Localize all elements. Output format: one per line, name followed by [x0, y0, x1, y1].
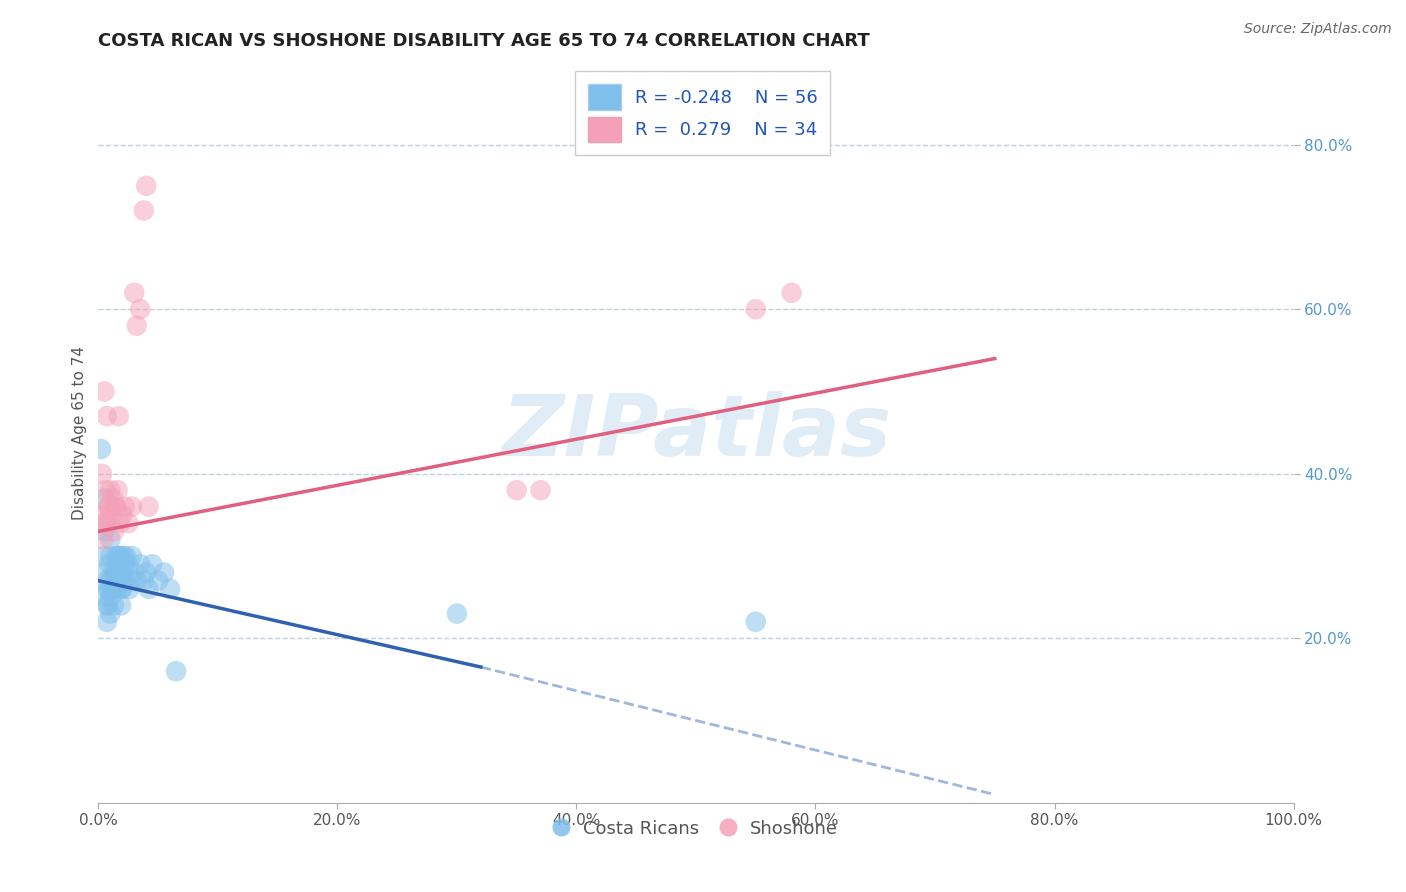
Point: [93, 384, 115, 399]
Point: [96, 409, 118, 424]
Point: [98, 516, 121, 530]
Point: [104, 500, 127, 514]
Point: [118, 582, 141, 596]
Point: [114, 558, 136, 572]
Point: [96, 599, 118, 613]
Point: [124, 285, 146, 300]
Point: [121, 500, 143, 514]
Point: [120, 574, 142, 588]
Point: [103, 524, 125, 539]
Point: [107, 549, 129, 563]
Point: [138, 500, 160, 514]
Point: [94, 566, 117, 580]
Point: [98, 533, 122, 547]
Point: [101, 566, 124, 580]
Point: [103, 599, 125, 613]
Point: [101, 491, 124, 506]
Point: [93, 491, 115, 506]
Point: [165, 664, 187, 678]
Point: [101, 582, 124, 596]
Point: [125, 318, 148, 333]
Point: [114, 500, 136, 514]
Point: [100, 508, 122, 522]
Point: [107, 574, 129, 588]
Point: [97, 599, 120, 613]
Point: [112, 549, 135, 563]
Point: [98, 558, 121, 572]
Point: [446, 607, 468, 621]
Text: COSTA RICAN VS SHOSHONE DISABILITY AGE 65 TO 74 CORRELATION CHART: COSTA RICAN VS SHOSHONE DISABILITY AGE 6…: [98, 32, 870, 50]
Point: [135, 566, 157, 580]
Point: [132, 574, 155, 588]
Text: ZIPatlas: ZIPatlas: [501, 391, 891, 475]
Point: [97, 582, 120, 596]
Point: [153, 566, 176, 580]
Point: [91, 467, 114, 481]
Point: [98, 549, 122, 563]
Point: [111, 582, 134, 596]
Point: [115, 549, 138, 563]
Point: [94, 483, 117, 498]
Point: [96, 574, 118, 588]
Point: [90, 442, 112, 456]
Point: [98, 590, 122, 604]
Point: [117, 516, 139, 530]
Point: [108, 549, 131, 563]
Point: [108, 566, 131, 580]
Point: [104, 566, 127, 580]
Point: [105, 549, 128, 563]
Point: [98, 574, 122, 588]
Point: [94, 516, 117, 530]
Point: [121, 549, 143, 563]
Point: [98, 483, 122, 498]
Point: [96, 615, 118, 629]
Legend: Costa Ricans, Shoshone: Costa Ricans, Shoshone: [547, 813, 845, 846]
Point: [97, 500, 120, 514]
Point: [129, 302, 152, 317]
Point: [745, 615, 768, 629]
Point: [132, 203, 155, 218]
Point: [90, 516, 112, 530]
Point: [107, 558, 129, 572]
Point: [98, 607, 122, 621]
Point: [107, 409, 129, 424]
Point: [530, 483, 553, 498]
Point: [506, 483, 529, 498]
Point: [91, 533, 114, 547]
Point: [98, 500, 121, 514]
Point: [117, 558, 139, 572]
Point: [138, 582, 160, 596]
Point: [114, 574, 136, 588]
Point: [111, 508, 134, 522]
Point: [110, 599, 132, 613]
Text: Source: ZipAtlas.com: Source: ZipAtlas.com: [1244, 22, 1392, 37]
Point: [148, 574, 170, 588]
Point: [745, 302, 768, 317]
Point: [125, 574, 148, 588]
Point: [105, 582, 128, 596]
Point: [135, 178, 157, 193]
Point: [98, 582, 121, 596]
Point: [110, 582, 132, 596]
Point: [107, 483, 129, 498]
Point: [105, 566, 128, 580]
Point: [93, 524, 115, 539]
Point: [780, 285, 803, 300]
Y-axis label: Disability Age 65 to 74: Disability Age 65 to 74: [72, 345, 87, 520]
Point: [91, 549, 114, 563]
Point: [91, 508, 114, 522]
Point: [108, 516, 131, 530]
Point: [105, 500, 128, 514]
Point: [91, 590, 114, 604]
Point: [124, 566, 146, 580]
Point: [103, 582, 125, 596]
Point: [129, 558, 152, 572]
Point: [111, 566, 134, 580]
Point: [141, 558, 163, 572]
Point: [159, 582, 181, 596]
